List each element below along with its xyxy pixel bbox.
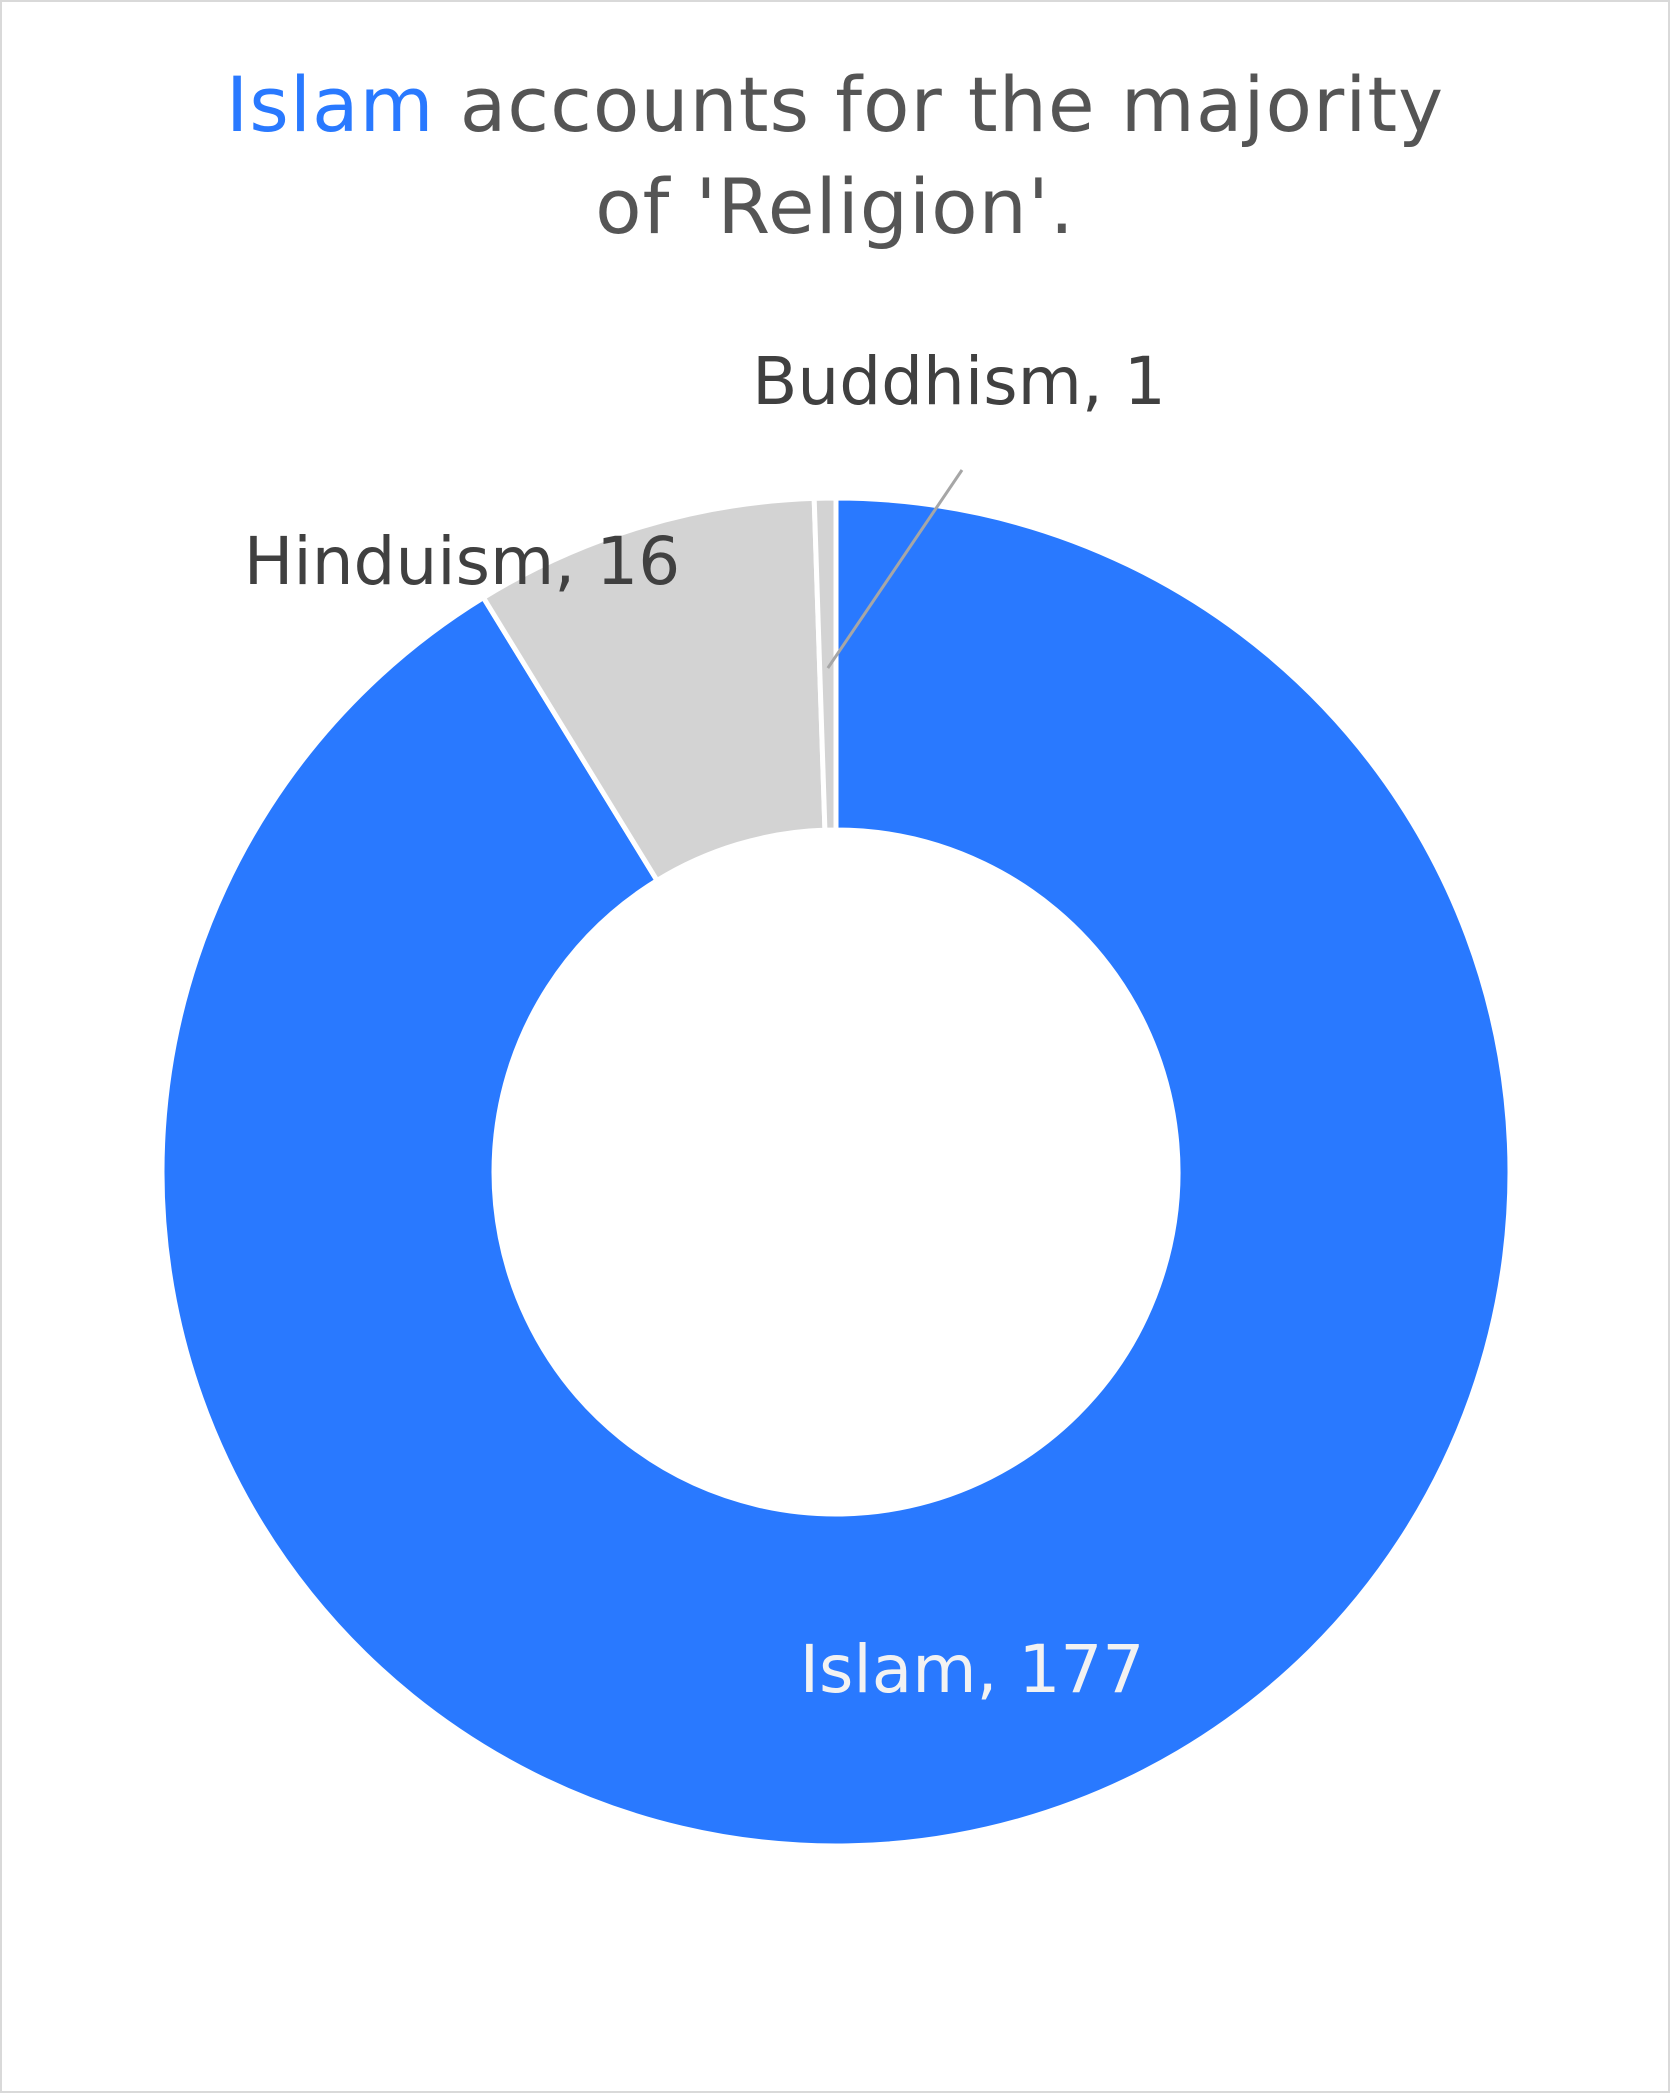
title-line-1: Islam accounts for the majority [2, 54, 1668, 156]
title-line-2: of 'Religion'. [595, 162, 1075, 251]
data-label-buddhism: Buddhism, 1 [752, 343, 1166, 420]
data-label-islam: Islam, 177 [800, 1631, 1145, 1708]
slice-buddhism [811, 495, 839, 833]
title-line-1-rest: accounts for the majority [434, 60, 1445, 149]
data-label-hinduism: Hinduism, 16 [244, 523, 680, 600]
leader-lines-group [826, 469, 964, 669]
slices-group [159, 495, 1513, 1849]
data-labels-group: Islam, 177 Hinduism, 16 Buddhism, 1 [244, 343, 1166, 1708]
leader-line-buddhism [826, 469, 964, 669]
title-highlight: Islam [225, 60, 435, 149]
slice-hinduism [479, 495, 828, 884]
chart-title: Islam accounts for the majority of 'Reli… [2, 54, 1668, 258]
slice-islam [159, 495, 1513, 1849]
